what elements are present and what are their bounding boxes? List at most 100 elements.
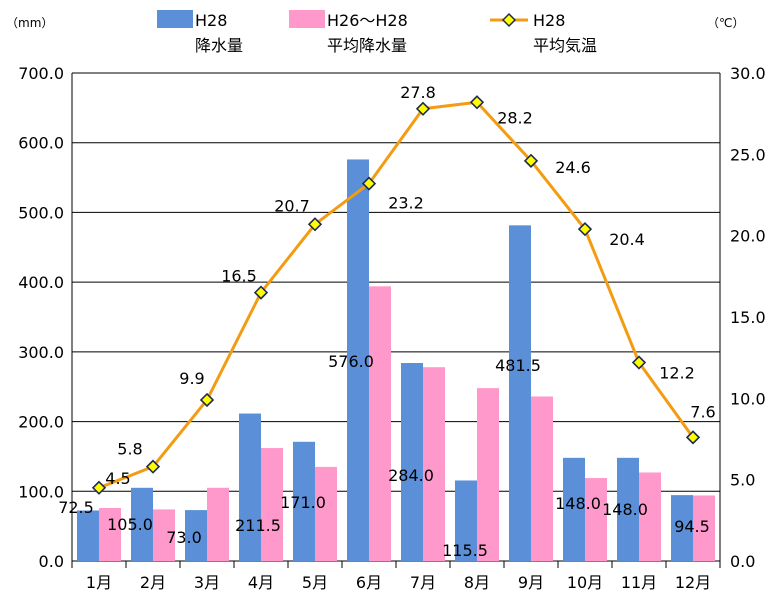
- bar-avg-precip: [315, 466, 337, 561]
- bar-precip: [563, 457, 585, 561]
- bar-precip: [617, 457, 639, 561]
- x-tick-label: 5月: [302, 573, 328, 592]
- right-tick-label: 20.0: [730, 227, 766, 246]
- temp-value-label: 23.2: [388, 194, 424, 213]
- temp-point-marker: [253, 285, 269, 300]
- legend: H28 降水量 H26〜H28 平均降水量 H28 平均気温: [157, 10, 597, 55]
- x-tick-label: 4月: [248, 573, 274, 592]
- legend-swatch-temp-marker: [501, 12, 517, 28]
- legend-precip-line1: H28: [195, 11, 227, 30]
- legend-item-avg-precip: H26〜H28 平均降水量: [289, 10, 408, 55]
- bar-precip: [185, 510, 207, 561]
- right-tick-label: 10.0: [730, 389, 766, 408]
- temp-point-marker: [91, 480, 107, 495]
- temp-point-marker: [145, 459, 161, 474]
- temp-value-label: 4.5: [105, 469, 130, 488]
- bar-avg-precip: [477, 388, 499, 561]
- bar-avg-precip: [207, 487, 229, 561]
- x-tick-label: 8月: [464, 573, 490, 592]
- bar-precip: [239, 413, 261, 561]
- bar-precip: [455, 480, 477, 561]
- bar-avg-precip: [369, 286, 391, 561]
- bar-avg-precip: [261, 448, 283, 561]
- right-tick-label: 30.0: [730, 64, 766, 83]
- x-tick-label: 10月: [567, 573, 603, 592]
- x-tick-label: 1月: [86, 573, 112, 592]
- x-tick-label: 3月: [194, 573, 220, 592]
- temp-value-label: 27.8: [400, 83, 436, 102]
- legend-swatch-avg-precip: [289, 10, 325, 28]
- x-tick-label: 2月: [140, 573, 166, 592]
- right-tick-label: 5.0: [730, 471, 755, 490]
- temp-value-label: 16.5: [221, 267, 257, 286]
- x-tick-label: 11月: [621, 573, 657, 592]
- bar-precip-value-label: 148.0: [602, 500, 648, 519]
- bar-precip-value-label: 171.0: [280, 493, 326, 512]
- bar-avg-precip: [423, 367, 445, 561]
- bar-avg-precip: [99, 508, 121, 561]
- temp-point-marker: [415, 101, 431, 116]
- temperature-line: [91, 95, 701, 495]
- bar-precip: [401, 363, 423, 561]
- bar-precip-value-label: 73.0: [166, 528, 202, 547]
- left-axis-unit: （mm）: [6, 16, 53, 30]
- bar-precip-value-label: 148.0: [555, 494, 601, 513]
- left-tick-label: 300.0: [18, 343, 64, 362]
- bar-avg-precip: [693, 495, 715, 561]
- bar-avg-precip: [153, 509, 175, 561]
- x-tick-label: 6月: [356, 573, 382, 592]
- legend-avg-precip-line2: 平均降水量: [327, 36, 407, 55]
- legend-precip-line2: 降水量: [195, 36, 243, 55]
- temp-series-line: [98, 100, 695, 490]
- x-tick-label: 7月: [410, 573, 436, 592]
- gridlines: [72, 72, 720, 562]
- temp-value-label: 9.9: [179, 369, 204, 388]
- left-tick-label: 200.0: [18, 413, 64, 432]
- temp-point-marker: [199, 392, 215, 408]
- x-tick-label: 12月: [675, 573, 711, 592]
- temp-value-label: 12.2: [659, 364, 695, 383]
- bar-precip: [293, 441, 315, 561]
- right-axis-unit: （℃）: [707, 16, 744, 30]
- x-tick-label: 9月: [518, 573, 544, 592]
- legend-temp-line1: H28: [533, 11, 565, 30]
- axes: 0.0 100.0 200.0 300.0 400.0 500.0 600.0 700.0 0.…: [18, 64, 765, 592]
- bar-precip: [671, 495, 693, 561]
- temp-value-label: 20.4: [609, 230, 645, 249]
- bar-precip-value-label: 94.5: [674, 517, 710, 536]
- bar-avg-precip: [639, 472, 661, 561]
- data-labels: 72.5 105.0 73.0 211.5 171.0 576.0 284.0 115.5 48…: [58, 83, 716, 560]
- bar-precip-value-label: 481.5: [495, 356, 541, 375]
- bar-precip: [347, 159, 369, 561]
- temp-value-label: 28.2: [497, 108, 533, 127]
- bar-precip-value-label: 576.0: [328, 352, 374, 371]
- left-tick-label: 100.0: [18, 482, 64, 501]
- left-tick-label: 700.0: [18, 64, 64, 83]
- temp-point-marker: [523, 153, 539, 168]
- bars: [77, 159, 715, 561]
- temp-value-label: 7.6: [690, 402, 715, 421]
- bar-precip: [77, 510, 99, 561]
- right-tick-label: 0.0: [730, 552, 755, 571]
- temp-point-marker: [631, 355, 647, 370]
- legend-swatch-precip: [157, 10, 193, 28]
- right-tick-label: 15.0: [730, 308, 766, 327]
- left-tick-label: 0.0: [39, 552, 64, 571]
- temp-point-marker: [469, 95, 485, 110]
- left-tick-label: 500.0: [18, 203, 64, 222]
- bar-precip: [131, 487, 153, 561]
- bar-precip: [509, 225, 531, 561]
- bar-precip-value-label: 105.0: [107, 515, 153, 534]
- legend-item-precip: H28 降水量: [157, 10, 243, 55]
- bar-precip-value-label: 211.5: [235, 516, 281, 535]
- left-tick-label: 600.0: [18, 134, 64, 153]
- left-tick-label: 400.0: [18, 273, 64, 292]
- legend-avg-precip-line1: H26〜H28: [327, 11, 408, 30]
- temp-point-marker: [685, 430, 701, 445]
- right-tick-label: 25.0: [730, 145, 766, 164]
- bar-avg-precip: [585, 478, 607, 561]
- legend-item-temp: H28 平均気温: [490, 11, 597, 55]
- temp-point-marker: [361, 176, 377, 191]
